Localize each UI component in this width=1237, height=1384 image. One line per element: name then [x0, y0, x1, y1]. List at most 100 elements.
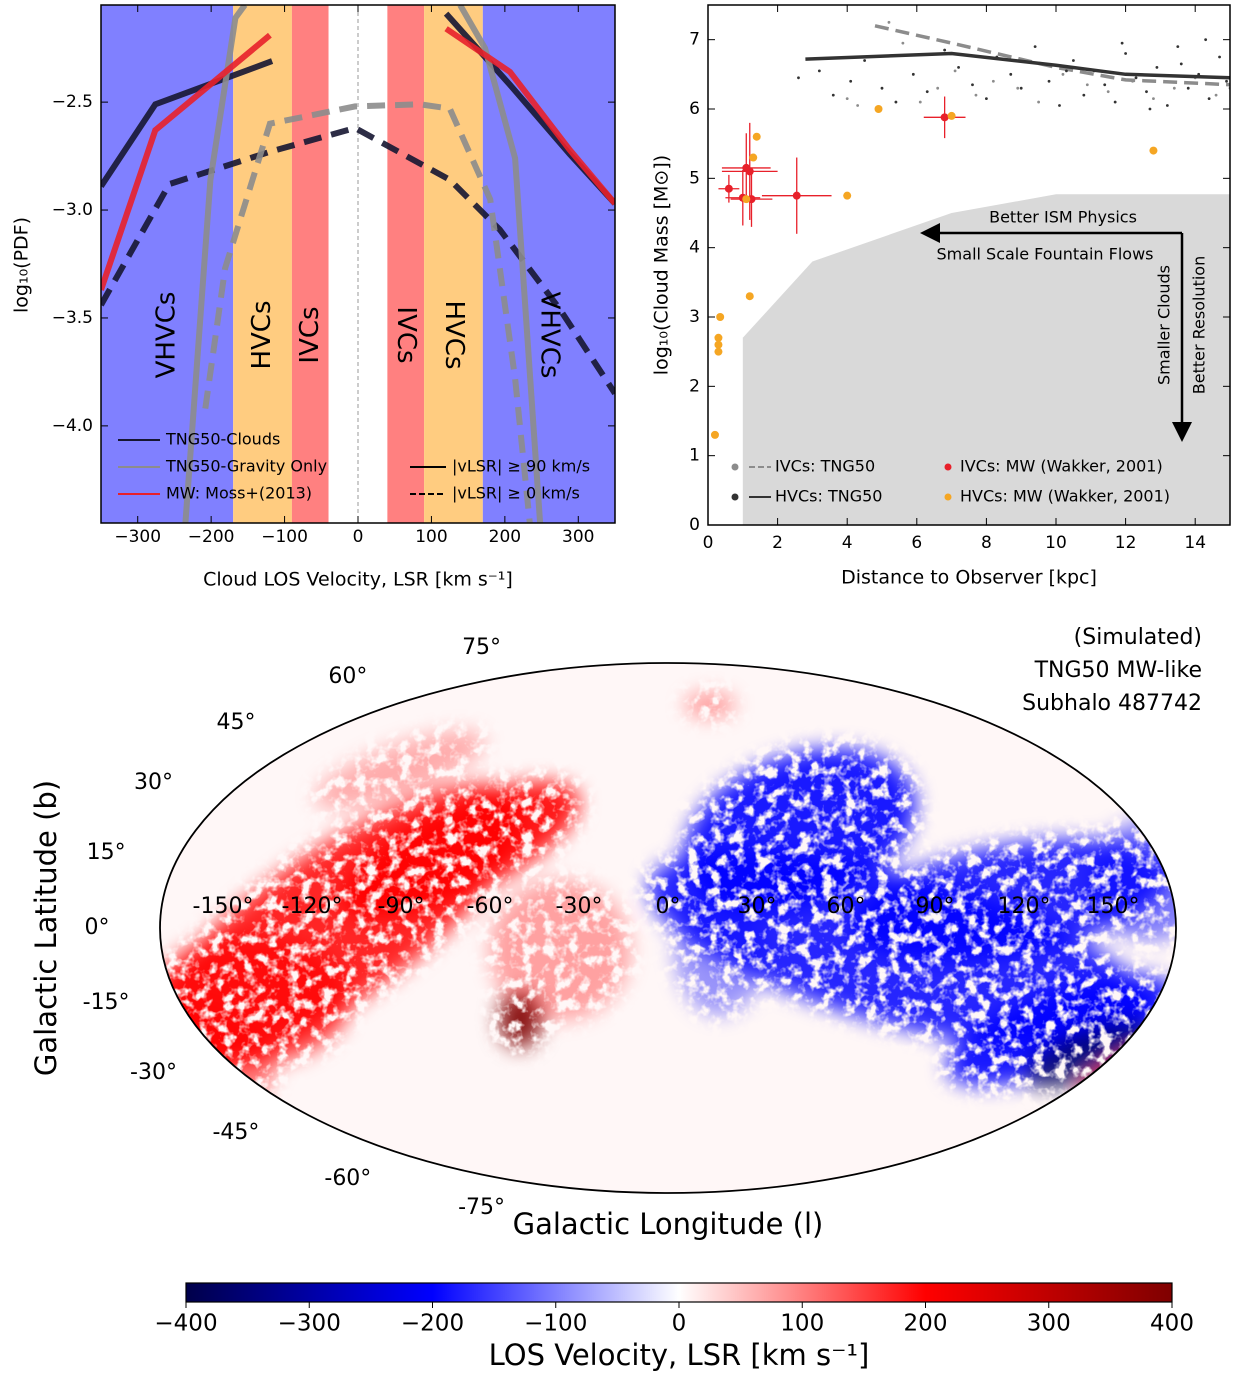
velocity-blob — [946, 974, 1174, 1086]
plot-area — [101, 5, 615, 523]
map-outline — [159, 662, 1177, 1194]
data-point — [1037, 100, 1040, 104]
data-point — [985, 97, 988, 100]
data-point — [880, 86, 884, 90]
y-tick-label: −4.0 — [52, 416, 93, 436]
velocity-pdf-panel: VHVCs HVCs IVCs IVCs HVCs VHVCs −300 −200 −100 0 1… — [11, 4, 616, 591]
x-axis-label: Galactic Longitude (l) — [513, 1207, 824, 1241]
data-point — [1218, 55, 1221, 59]
data-point — [1124, 52, 1127, 55]
y-tick-label: 2 — [689, 376, 700, 396]
trend-line — [874, 24, 1230, 87]
y-tick-label: 5 — [689, 168, 700, 188]
data-point — [1172, 86, 1176, 90]
latitude-label: 60° — [328, 664, 367, 689]
x-tick-label: 6 — [911, 533, 922, 553]
legend-label: MW: Moss+(2013) — [166, 484, 312, 503]
data-point — [940, 113, 949, 122]
data-point — [1058, 104, 1061, 107]
data-point — [1019, 86, 1023, 90]
legend-label: |vLSR| ≥ 90 km/s — [452, 457, 590, 476]
velocity-blob — [314, 731, 486, 809]
data-point — [874, 105, 883, 113]
band-label: VHVCs — [534, 292, 564, 379]
data-point — [745, 292, 754, 301]
longitude-label: 30° — [738, 894, 777, 919]
data-point — [1225, 79, 1228, 83]
longitude-label: 60° — [827, 894, 866, 919]
longitude-label: -60° — [467, 894, 514, 919]
data-point — [901, 41, 905, 45]
data-point — [1186, 86, 1190, 90]
data-point — [1165, 104, 1169, 107]
data-point — [845, 97, 849, 100]
data-point — [995, 55, 999, 59]
legend-label: HVCs: TNG50 — [775, 487, 882, 506]
velocity-band — [291, 5, 329, 523]
latitude-label: 45° — [216, 710, 255, 735]
data-point — [971, 83, 974, 87]
data-point — [1214, 93, 1218, 97]
x-tick-label: 100 — [415, 527, 447, 547]
velocity-blob — [1090, 820, 1176, 940]
velocity-blob — [675, 885, 765, 1015]
colorbar-label: LOS Velocity, LSR [km s⁻¹] — [489, 1338, 870, 1372]
y-tick-label: 0 — [689, 515, 700, 535]
data-point — [831, 93, 835, 97]
data-point — [1149, 146, 1158, 155]
longitude-label: 90° — [916, 894, 955, 919]
data-point — [1113, 100, 1117, 104]
colorbar-tick-label: 300 — [1027, 1311, 1071, 1337]
sky-map-panel: -150° -120° -90° -60° -30° 0° 30° 60° 90° 120° 150… — [29, 625, 1202, 1372]
annotation: Better ISM Physics — [989, 208, 1137, 227]
latitude-label: 75° — [462, 635, 501, 660]
band-label: HVCs — [439, 300, 469, 369]
legend-swatch — [944, 493, 952, 501]
colorbar-tick-label: −200 — [401, 1311, 464, 1337]
velocity-blob — [684, 748, 916, 912]
y-axis-label: Galactic Latitude (b) — [29, 780, 63, 1076]
latitude-label: 0° — [85, 915, 110, 940]
data-point — [957, 66, 960, 69]
data-point — [918, 100, 922, 104]
legend-swatch — [944, 463, 952, 471]
data-point — [817, 69, 821, 73]
longitude-label: -90° — [378, 894, 425, 919]
trend-line — [805, 51, 1230, 80]
data-point — [856, 104, 860, 107]
latitude-label: 15° — [87, 840, 126, 865]
annotation: Small Scale Fountain Flows — [937, 245, 1154, 264]
longitude-label: 150° — [1087, 894, 1140, 919]
data-point — [894, 100, 898, 104]
data-point — [752, 132, 761, 141]
velocity-blob — [498, 992, 542, 1048]
data-point — [887, 20, 891, 24]
y-tick-label: 1 — [689, 446, 700, 466]
y-tick-label: −2.5 — [52, 92, 93, 112]
data-point — [953, 69, 957, 73]
data-point — [1197, 72, 1201, 76]
data-point — [1176, 45, 1180, 48]
data-point — [749, 153, 758, 162]
longitude-label: -120° — [282, 894, 343, 919]
data-point — [1103, 83, 1107, 87]
x-tick-label: 12 — [1115, 533, 1137, 553]
x-tick-label: 8 — [981, 533, 992, 553]
region-fill — [742, 194, 1230, 525]
annotation: Better Resolution — [1190, 256, 1209, 394]
data-point — [1179, 62, 1183, 66]
data-point — [792, 191, 801, 200]
x-axis-label: Cloud LOS Velocity, LSR [km s⁻¹] — [203, 569, 513, 591]
data-point — [710, 430, 719, 439]
legend-label: IVCs: TNG50 — [775, 457, 875, 476]
longitude-label: 120° — [998, 894, 1051, 919]
latitude-label: -75° — [458, 1195, 505, 1220]
data-point — [1047, 79, 1051, 83]
pdf-line — [101, 26, 615, 291]
colorbar-tick-label: −400 — [154, 1311, 217, 1337]
band-label: VHVCs — [152, 292, 182, 379]
velocity-blob — [1023, 1020, 1157, 1090]
map-background — [160, 663, 1176, 1193]
data-point — [1204, 38, 1208, 42]
longitude-label: -30° — [556, 894, 603, 919]
